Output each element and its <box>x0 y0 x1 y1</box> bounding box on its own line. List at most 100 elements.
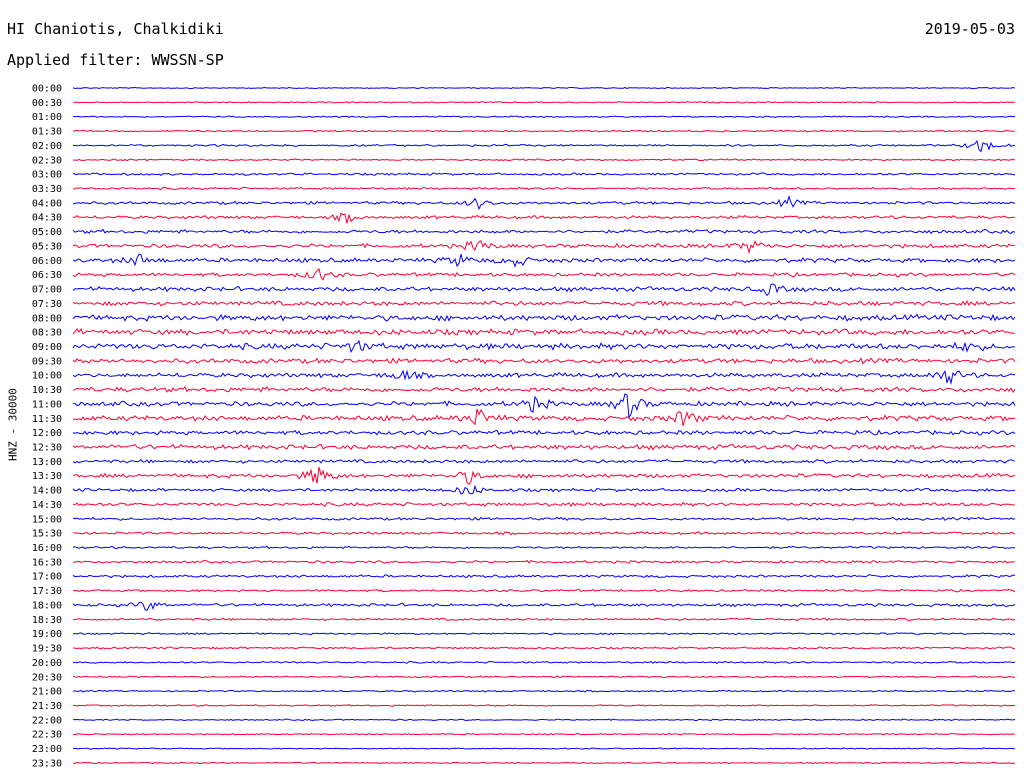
seismic-trace <box>72 601 1016 612</box>
seismic-trace <box>72 357 1016 365</box>
row-time-label: 14:00 <box>32 486 62 497</box>
row-time-label: 11:00 <box>32 399 62 410</box>
seismic-trace <box>72 617 1016 622</box>
row-label-group: 00:00 00:30 01:00 01:30 02:00 02:30 03:00 03:30… <box>32 84 62 770</box>
row-time-label: 10:30 <box>32 385 62 396</box>
seismic-trace <box>72 718 1016 722</box>
row-time-label: 19:00 <box>32 629 62 640</box>
seismic-trace <box>72 559 1016 564</box>
seismic-trace <box>72 588 1016 593</box>
row-time-label: 20:00 <box>32 658 62 669</box>
seismic-trace <box>72 531 1016 536</box>
row-time-label: 08:30 <box>32 328 62 339</box>
row-time-label: 10:00 <box>32 371 62 382</box>
row-time-label: 23:00 <box>32 744 62 755</box>
row-time-label: 07:30 <box>32 299 62 310</box>
seismic-trace <box>72 675 1016 679</box>
seismic-trace <box>72 443 1016 451</box>
row-time-label: 23:30 <box>32 758 62 769</box>
seismic-trace <box>72 228 1016 235</box>
seismic-trace <box>72 299 1016 307</box>
row-time-label: 15:30 <box>32 529 62 540</box>
row-time-label: 22:00 <box>32 715 62 726</box>
filter-label: Applied filter: WWSSN-SP <box>7 51 224 69</box>
seismic-trace <box>72 761 1016 765</box>
row-time-label: 07:00 <box>32 285 62 296</box>
row-time-label: 12:00 <box>32 428 62 439</box>
seismic-trace <box>72 283 1016 297</box>
row-time-label: 03:30 <box>32 184 62 195</box>
seismic-trace <box>72 327 1016 337</box>
row-time-label: 18:30 <box>32 615 62 626</box>
row-time-label: 04:00 <box>32 198 62 209</box>
seismic-trace <box>72 139 1016 153</box>
seismic-trace <box>72 516 1016 522</box>
row-time-label: 09:00 <box>32 342 62 353</box>
trace-group <box>72 86 1016 765</box>
row-time-label: 03:00 <box>32 170 62 181</box>
seismic-trace <box>72 732 1016 736</box>
seismic-trace <box>72 574 1016 579</box>
row-time-label: 01:00 <box>32 112 62 123</box>
row-time-label: 13:30 <box>32 471 62 482</box>
row-time-label: 15:00 <box>32 514 62 525</box>
row-time-label: 14:30 <box>32 500 62 511</box>
seismic-trace <box>72 385 1016 393</box>
row-time-label: 22:30 <box>32 730 62 741</box>
row-time-label: 13:00 <box>32 457 62 468</box>
seismic-trace <box>72 660 1016 664</box>
seismic-trace <box>72 632 1016 636</box>
seismic-trace <box>72 339 1016 353</box>
seismic-trace <box>72 704 1016 707</box>
seismic-trace <box>72 369 1016 385</box>
row-time-label: 19:30 <box>32 644 62 655</box>
seismic-trace <box>72 186 1016 191</box>
row-time-label: 00:00 <box>32 84 62 95</box>
row-time-label: 00:30 <box>32 98 62 109</box>
seismic-trace <box>72 646 1016 650</box>
seismic-trace <box>72 129 1016 133</box>
plot-date: 2019-05-03 <box>924 20 1015 38</box>
seismic-trace <box>72 240 1016 255</box>
seismic-trace <box>72 253 1016 268</box>
seismic-trace <box>72 408 1016 426</box>
seismic-trace <box>72 212 1016 224</box>
seismic-trace <box>72 313 1016 322</box>
row-time-label: 16:30 <box>32 557 62 568</box>
seismic-trace <box>72 501 1016 508</box>
row-time-label: 21:00 <box>32 687 62 698</box>
row-time-label: 05:30 <box>32 241 62 252</box>
row-time-label: 21:30 <box>32 701 62 712</box>
seismic-trace <box>72 429 1016 436</box>
row-time-label: 17:30 <box>32 586 62 597</box>
row-time-label: 20:30 <box>32 672 62 683</box>
row-time-label: 02:30 <box>32 155 62 166</box>
seismic-trace <box>72 458 1016 465</box>
seismic-trace <box>72 101 1016 104</box>
seismic-trace <box>72 195 1016 211</box>
seismic-trace <box>72 747 1016 750</box>
seismic-trace <box>72 268 1016 281</box>
seismic-trace <box>72 115 1016 119</box>
seismic-trace <box>72 484 1016 495</box>
seismic-trace <box>72 545 1016 550</box>
row-time-label: 08:00 <box>32 313 62 324</box>
row-time-label: 01:30 <box>32 127 62 138</box>
row-time-label: 04:30 <box>32 213 62 224</box>
row-time-label: 05:00 <box>32 227 62 238</box>
row-time-label: 11:30 <box>32 414 62 425</box>
row-time-label: 16:00 <box>32 543 62 554</box>
row-time-label: 12:30 <box>32 443 62 454</box>
seismic-trace <box>72 393 1016 420</box>
row-time-label: 02:00 <box>32 141 62 152</box>
row-time-label: 17:00 <box>32 572 62 583</box>
station-title: HI Chaniotis, Chalkidiki <box>7 20 224 38</box>
seismic-trace <box>72 172 1016 176</box>
seismic-trace <box>72 689 1016 693</box>
row-time-label: 06:00 <box>32 256 62 267</box>
seismic-trace <box>72 158 1016 162</box>
row-time-label: 09:30 <box>32 356 62 367</box>
row-time-label: 06:30 <box>32 270 62 281</box>
seismic-trace <box>73 466 1016 485</box>
